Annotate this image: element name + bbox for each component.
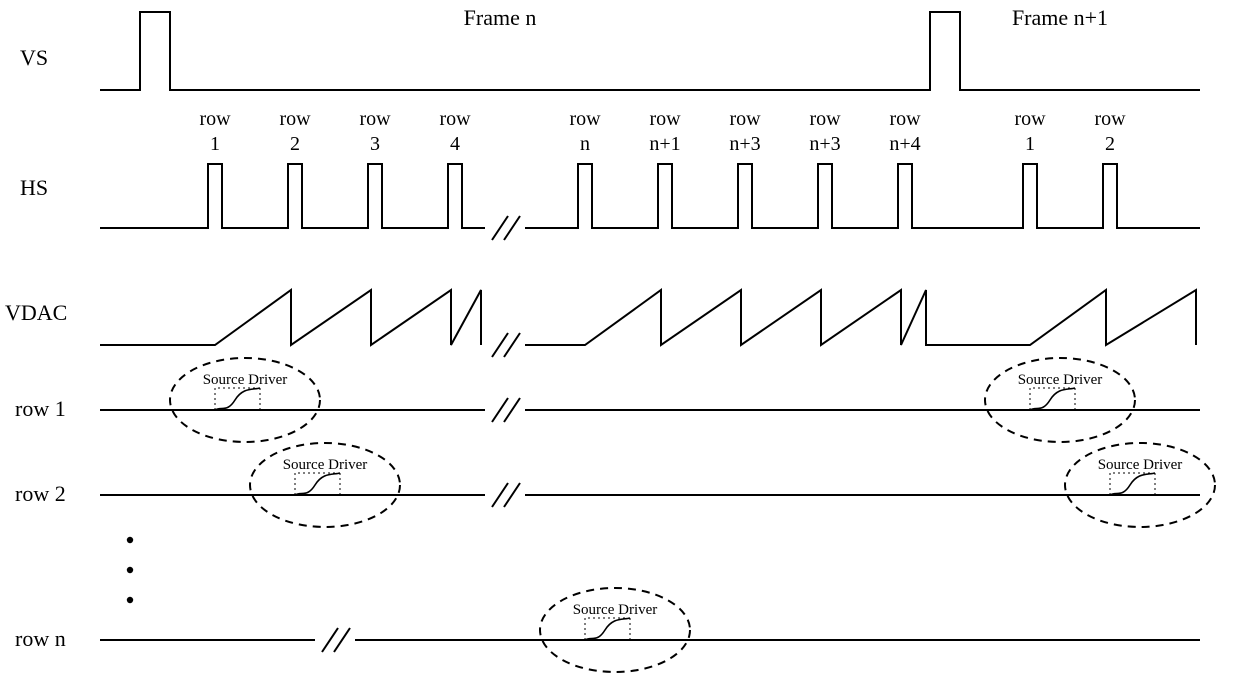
- source-driver-transition: [1030, 388, 1075, 410]
- source-driver-transition: [585, 618, 630, 640]
- source-driver-label: Source Driver: [203, 372, 288, 388]
- timing-diagram: Frame n Frame n+1 VS row 1 row 2 row 3 row 4 row n ro…: [0, 0, 1240, 674]
- svg-text:row: row: [359, 108, 391, 130]
- svg-text:n+3: n+3: [809, 133, 840, 155]
- row1-label: row 1: [15, 396, 66, 421]
- svg-text:row: row: [729, 108, 761, 130]
- source-driver-label: Source Driver: [1018, 372, 1103, 388]
- svg-text:row: row: [199, 108, 231, 130]
- source-driver-transition: [215, 388, 260, 410]
- ellipsis-dot: [127, 567, 133, 573]
- svg-text:3: 3: [370, 133, 380, 155]
- row2-label: row 2: [15, 481, 66, 506]
- svg-text:row: row: [809, 108, 841, 130]
- source-driver-transition: [1110, 473, 1155, 495]
- frame-np1-label: Frame n+1: [1012, 5, 1108, 30]
- svg-text:row: row: [279, 108, 311, 130]
- hs-waveform-seg2: [525, 164, 1200, 228]
- svg-text:row: row: [649, 108, 681, 130]
- hs-label: HS: [20, 175, 48, 200]
- svg-text:row: row: [1014, 108, 1046, 130]
- svg-text:row: row: [1094, 108, 1126, 130]
- svg-text:n+3: n+3: [729, 133, 760, 155]
- svg-text:2: 2: [290, 133, 300, 155]
- source-driver-label: Source Driver: [283, 457, 368, 473]
- vdac-seg1: [100, 290, 481, 345]
- vdac-seg2: [525, 290, 1196, 345]
- svg-text:1: 1: [1025, 133, 1035, 155]
- source-driver-guide: [585, 618, 630, 640]
- svg-text:row: row: [889, 108, 921, 130]
- svg-text:n+1: n+1: [649, 133, 680, 155]
- svg-text:row: row: [439, 108, 471, 130]
- source-driver-label: Source Driver: [1098, 457, 1183, 473]
- source-driver-ellipse: [250, 443, 400, 527]
- vdac-label: VDAC: [5, 300, 67, 325]
- svg-text:2: 2: [1105, 133, 1115, 155]
- source-driver-guide: [1110, 473, 1155, 495]
- vs-label: VS: [20, 45, 48, 70]
- hs-waveform-seg1: [100, 164, 485, 228]
- frame-n-label: Frame n: [464, 5, 537, 30]
- ellipsis-dot: [127, 537, 133, 543]
- ellipsis-dot: [127, 597, 133, 603]
- rown-label: row n: [15, 626, 66, 651]
- svg-text:n+4: n+4: [889, 133, 920, 155]
- source-driver-label: Source Driver: [573, 602, 658, 618]
- svg-text:row: row: [569, 108, 601, 130]
- source-driver-guide: [295, 473, 340, 495]
- svg-text:4: 4: [450, 133, 460, 155]
- source-driver-guide: [215, 388, 260, 410]
- source-driver-ellipse: [985, 358, 1135, 442]
- source-driver-ellipse: [1065, 443, 1215, 527]
- source-driver-ellipse: [170, 358, 320, 442]
- svg-text:1: 1: [210, 133, 220, 155]
- svg-text:n: n: [580, 133, 590, 155]
- source-driver-guide: [1030, 388, 1075, 410]
- source-driver-transition: [295, 473, 340, 495]
- source-driver-ellipse: [540, 588, 690, 672]
